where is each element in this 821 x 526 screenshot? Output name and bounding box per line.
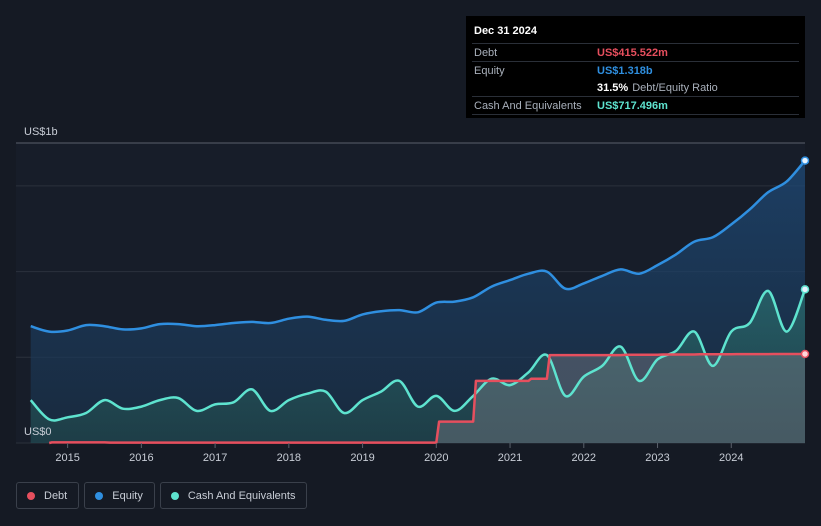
equity-legend-dot-icon: [95, 491, 104, 500]
tooltip-debt-label: Debt: [474, 46, 498, 59]
tooltip-cash-label: Cash And Equivalents: [474, 99, 582, 112]
tooltip-row-cash: Cash And Equivalents US$717.496m: [472, 96, 799, 115]
cash-line: [29, 288, 807, 422]
x-tick-label: 2015: [55, 452, 79, 464]
equity-line: [30, 159, 806, 334]
x-tick-label: 2018: [277, 452, 301, 464]
legend-equity-label: Equity: [112, 489, 143, 502]
x-tick-label: 2019: [350, 452, 374, 464]
equity-endpoint: [800, 156, 810, 165]
legend-item-cash[interactable]: Cash And Equivalents: [159, 482, 308, 509]
x-tick-label: 2022: [572, 452, 596, 464]
tooltip-ratio-label: Debt/Equity Ratio: [632, 81, 718, 94]
tooltip-panel: Dec 31 2024 Debt US$415.522m Equity US$1…: [466, 16, 805, 118]
tooltip-equity-value: US$1.318b: [597, 64, 653, 77]
cash-legend-dot-icon: [170, 491, 179, 500]
tooltip-cash-value: US$717.496m: [597, 99, 668, 112]
debt-legend-dot-icon: [27, 491, 35, 500]
y-axis-top-label: US$1b: [24, 126, 58, 138]
y-axis-bottom-label: US$0: [24, 426, 52, 438]
x-tick-label: 2020: [424, 452, 448, 464]
legend-cash-label: Cash And Equivalents: [187, 489, 296, 502]
tooltip-ratio-value: 31.5%: [597, 81, 629, 94]
tooltip-date: Dec 31 2024: [474, 25, 537, 37]
debt-endpoint: [800, 349, 810, 359]
legend-item-debt[interactable]: Debt: [16, 482, 80, 509]
tooltip-equity-label: Equity: [474, 64, 505, 77]
x-tick-label: 2021: [498, 452, 522, 464]
x-tick-label: 2016: [129, 452, 153, 464]
x-tick-label: 2024: [719, 452, 743, 464]
chart-legend: Debt Equity Cash And Equivalents: [16, 482, 308, 509]
legend-item-equity[interactable]: Equity: [84, 482, 155, 509]
tooltip-debt-value: US$415.522m: [597, 46, 668, 59]
cash-endpoint: [800, 285, 810, 294]
tooltip-row-ratio: 31.5% Debt/Equity Ratio: [472, 79, 799, 96]
debt-area: [49, 354, 805, 443]
x-tick-label: 2023: [645, 452, 669, 464]
tooltip-row-equity: Equity US$1.318b: [472, 61, 799, 79]
debt-line: [48, 352, 805, 445]
x-tick-label: 2017: [203, 452, 227, 464]
legend-debt-label: Debt: [44, 489, 68, 502]
tooltip-row-debt: Debt US$415.522m: [472, 43, 799, 61]
